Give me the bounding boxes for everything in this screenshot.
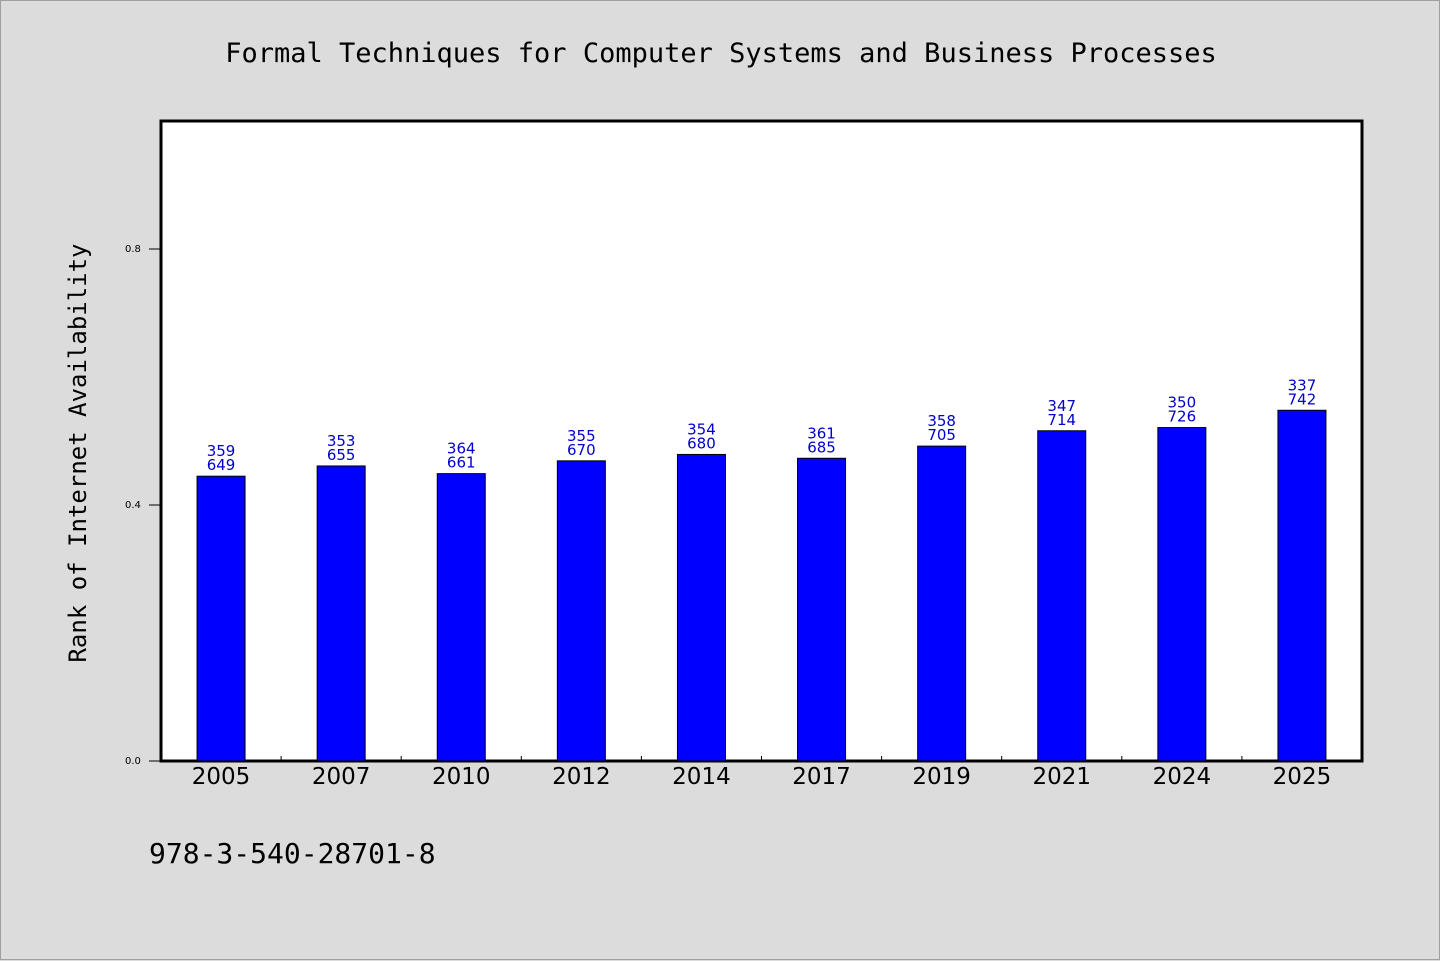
bar-label-bottom: 742 (1288, 390, 1317, 408)
x-axis: 2005 2007 2010 2012 2014 2017 2019 2021 2024 2025 (192, 756, 1331, 790)
x-tick-label: 2007 (312, 764, 371, 790)
bar-label-bottom: 680 (687, 434, 716, 452)
chart-title: Formal Techniques for Computer Systems a… (225, 38, 1217, 69)
bar-label-top: 355 (567, 427, 596, 445)
bar-2025 (1277, 409, 1327, 762)
y-tick-label: 0.8 (125, 244, 141, 255)
bar-label-top: 337 (1288, 376, 1317, 394)
x-tick-label: 2014 (672, 764, 731, 790)
bar-label-top: 358 (927, 412, 956, 430)
bar-label-top: 350 (1168, 394, 1197, 412)
bar-label-bottom: 705 (927, 426, 956, 444)
bar-series (196, 409, 1327, 762)
bar-label-bottom: 655 (327, 446, 356, 464)
bar-label-top: 354 (687, 420, 716, 438)
x-tick-label: 2024 (1153, 764, 1212, 790)
bar-2024 (1157, 427, 1207, 762)
bar-2014 (676, 453, 726, 762)
bar-2005 (196, 475, 246, 762)
bar-2019 (917, 445, 967, 762)
bar-label-bottom: 661 (447, 454, 476, 472)
bar-2017 (797, 457, 847, 762)
bar-label-top: 347 (1047, 397, 1076, 415)
bar-label-bottom: 726 (1168, 408, 1197, 426)
bar-2007 (316, 465, 366, 762)
footer-code: 978-3-540-28701-8 (149, 837, 436, 870)
y-tick-label: 0.0 (125, 756, 141, 767)
bar-label-bottom: 685 (807, 438, 836, 456)
bar-label-bottom: 714 (1047, 411, 1076, 429)
x-tick-label: 2005 (192, 764, 251, 790)
y-axis: 0.0 0.4 0.8 (125, 244, 161, 767)
bar-label-bottom: 649 (207, 456, 236, 474)
bar-label-top: 353 (327, 432, 356, 450)
bar-2012 (556, 460, 606, 762)
y-axis-title: Rank of Internet Availability (64, 243, 92, 662)
x-tick-label: 2025 (1273, 764, 1332, 790)
y-tick-label: 0.4 (125, 500, 141, 511)
x-tick-label: 2019 (912, 764, 971, 790)
x-tick-label: 2021 (1032, 764, 1091, 790)
bar-label-top: 364 (447, 440, 476, 458)
bar-label-top: 361 (807, 424, 836, 442)
bar-2010 (436, 473, 486, 762)
bar-2021 (1037, 430, 1087, 762)
x-tick-label: 2010 (432, 764, 491, 790)
bar-label-top: 359 (207, 442, 236, 460)
bar-label-bottom: 670 (567, 441, 596, 459)
x-tick-label: 2017 (792, 764, 851, 790)
x-tick-label: 2012 (552, 764, 611, 790)
